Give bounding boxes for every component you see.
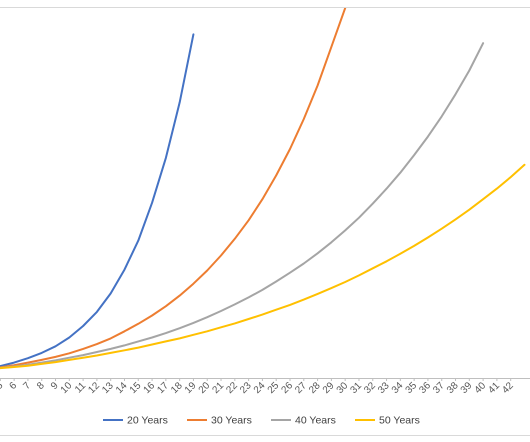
series-line-30-years [0,8,347,369]
legend-label: 40 Years [295,415,336,427]
x-tick-label: 7 [21,380,33,392]
x-tick-label: 9 [49,380,61,392]
x-tick-label: 8 [35,380,47,392]
legend-item: 20 Years [103,415,168,427]
x-tick-label: 5 [0,380,6,392]
legend-label: 50 Years [379,415,420,427]
series-line-20-years [0,33,195,368]
legend-item: 50 Years [355,415,420,427]
legend-label: 30 Years [211,415,252,427]
legend-item: 40 Years [271,415,336,427]
legend-item: 30 Years [187,415,252,427]
series-line-50-years [0,163,526,370]
x-tick-label: 42 [500,380,516,396]
legend-label: 20 Years [127,415,168,427]
series-line-40-years [0,42,485,369]
x-tick-label: 6 [8,380,20,392]
